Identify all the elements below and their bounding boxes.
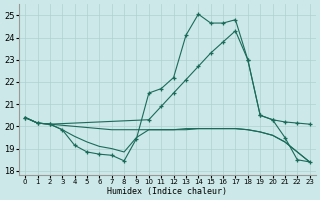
X-axis label: Humidex (Indice chaleur): Humidex (Indice chaleur): [108, 187, 228, 196]
